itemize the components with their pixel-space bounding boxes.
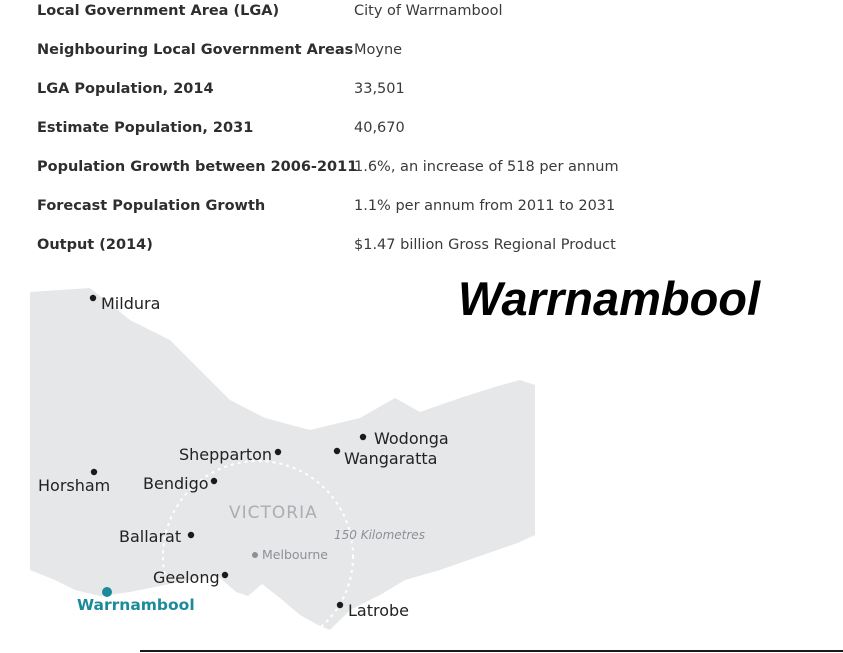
stat-row-lga: Local Government Area (LGA) City of Warr…: [0, 3, 843, 27]
victoria-landmass: [30, 288, 535, 630]
distance-label: 150 Kilometres: [334, 528, 425, 542]
lga-stats-table: Local Government Area (LGA) City of Warr…: [0, 0, 843, 270]
wodonga-label: Wodonga: [374, 429, 449, 448]
victoria-map: Mildura Wodonga Wangaratta Shepparton Ho…: [30, 288, 535, 652]
stat-label: Forecast Population Growth: [37, 198, 266, 214]
stat-value: 40,670: [354, 120, 405, 136]
ballarat-label: Ballarat: [119, 527, 181, 546]
geelong-dot: [221, 571, 229, 579]
wangaratta-label: Wangaratta: [344, 449, 437, 468]
horsham-label: Horsham: [38, 476, 110, 495]
melbourne-label: Melbourne: [262, 547, 328, 562]
stat-row-population-2014: LGA Population, 2014 33,501: [0, 81, 843, 105]
ballarat-dot: [187, 531, 195, 539]
stat-value: 1.1% per annum from 2011 to 2031: [354, 198, 616, 214]
stat-row-neighbouring: Neighbouring Local Government Areas Moyn…: [0, 42, 843, 66]
stat-value: Moyne: [354, 42, 403, 58]
stat-value: 1.6%, an increase of 518 per annum: [354, 159, 619, 175]
wodonga-dot: [359, 433, 367, 441]
stat-label: Neighbouring Local Government Areas: [37, 42, 354, 58]
stat-row-growth-2006-2011: Population Growth between 2006-2011 1.6%…: [0, 159, 843, 183]
stat-row-population-2031: Estimate Population, 2031 40,670: [0, 120, 843, 144]
shepparton-dot: [274, 448, 282, 456]
bottom-divider: [140, 650, 843, 652]
stat-value: 33,501: [354, 81, 405, 97]
wangaratta-dot: [333, 447, 341, 455]
stat-label: Population Growth between 2006-2011: [37, 159, 358, 175]
warrnambool-label: Warrnambool: [77, 596, 195, 614]
victoria-label: VICTORIA: [229, 503, 318, 523]
stat-label: LGA Population, 2014: [37, 81, 214, 97]
latrobe-label: Latrobe: [348, 601, 409, 620]
shepparton-label: Shepparton: [179, 445, 272, 464]
map-title: Warrnambool: [458, 272, 761, 325]
stat-row-forecast-growth: Forecast Population Growth 1.1% per annu…: [0, 198, 843, 222]
stat-value: $1.47 billion Gross Regional Product: [354, 237, 616, 253]
stat-label: Local Government Area (LGA): [37, 3, 280, 19]
mildura-dot: [89, 294, 97, 302]
stat-value: City of Warrnambool: [354, 3, 503, 19]
melbourne-dot: [252, 552, 258, 558]
geelong-label: Geelong: [153, 568, 220, 587]
mildura-label: Mildura: [101, 294, 160, 313]
warrnambool-dot: [102, 587, 112, 597]
stat-label: Estimate Population, 2031: [37, 120, 254, 136]
bendigo-label: Bendigo: [143, 474, 209, 493]
stat-label: Output (2014): [37, 237, 153, 253]
bendigo-dot: [210, 477, 218, 485]
latrobe-dot: [336, 601, 344, 609]
horsham-dot: [90, 468, 98, 476]
stat-row-output: Output (2014) $1.47 billion Gross Region…: [0, 237, 843, 261]
